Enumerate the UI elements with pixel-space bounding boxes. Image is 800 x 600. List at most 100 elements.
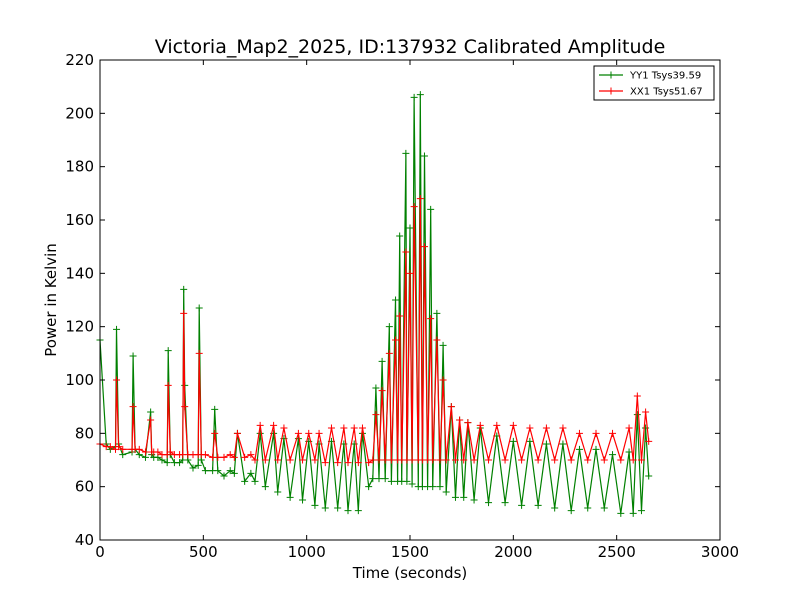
data-point-marker [226, 451, 234, 459]
data-point-marker [365, 483, 373, 491]
data-point-marker [135, 445, 143, 453]
y-tick-label: 60 [75, 478, 94, 496]
data-point-marker [385, 349, 393, 357]
data-point-marker [470, 456, 478, 464]
y-tick-label: 220 [65, 51, 94, 69]
data-point-marker [633, 392, 641, 400]
y-tick-label: 180 [65, 158, 94, 176]
data-point-marker [609, 429, 617, 437]
data-point-marker [180, 309, 188, 317]
data-point-marker [233, 429, 241, 437]
data-point-marker [372, 411, 380, 419]
data-point-marker [256, 421, 264, 429]
data-point-marker [311, 456, 319, 464]
data-point-marker [113, 325, 121, 333]
data-point-marker [420, 152, 428, 160]
data-point-marker [154, 448, 162, 456]
y-tick-label: 40 [75, 531, 94, 549]
legend-marker [607, 87, 615, 95]
data-point-marker [334, 504, 342, 512]
data-point-marker [305, 429, 313, 437]
series-2 [96, 195, 653, 467]
data-point-marker [584, 456, 592, 464]
data-point-marker [584, 504, 592, 512]
data-point-marker [609, 451, 617, 459]
data-point-marker [534, 501, 542, 509]
data-point-marker [406, 269, 414, 277]
data-point-marker [375, 456, 383, 464]
data-point-marker [436, 456, 444, 464]
data-point-marker [230, 469, 238, 477]
y-tick-label: 140 [65, 264, 94, 282]
data-point-marker [429, 483, 437, 491]
data-point-marker [286, 493, 294, 501]
data-point-marker [241, 453, 249, 461]
data-point-marker [164, 347, 172, 355]
data-point-marker [470, 496, 478, 504]
data-point-marker [436, 483, 444, 491]
data-point-marker [406, 224, 414, 232]
data-point-marker [375, 475, 383, 483]
data-point-marker [617, 509, 625, 517]
data-point-marker [526, 437, 534, 445]
data-point-marker [378, 387, 386, 395]
data-point-marker [442, 456, 450, 464]
data-point-marker [629, 509, 637, 517]
data-point-marker [600, 504, 608, 512]
data-point-marker [408, 456, 416, 464]
data-point-marker [256, 429, 264, 437]
data-point-marker [181, 403, 189, 411]
legend-marker [607, 71, 615, 79]
data-point-marker [129, 403, 137, 411]
data-point-marker [115, 443, 123, 451]
data-point-marker [311, 501, 319, 509]
data-point-marker [396, 232, 404, 240]
data-point-marker [625, 448, 633, 456]
data-point-marker [629, 456, 637, 464]
data-point-marker [387, 456, 395, 464]
data-point-marker [575, 445, 583, 453]
data-point-marker [299, 496, 307, 504]
legend-label: YY1 Tsys39.59 [629, 71, 701, 82]
data-point-marker [633, 411, 641, 419]
data-point-marker [211, 429, 219, 437]
series-line [99, 94, 650, 514]
data-point-marker [387, 477, 395, 485]
data-point-marker [274, 488, 282, 496]
data-point-marker [567, 456, 575, 464]
data-point-marker [592, 429, 600, 437]
data-point-marker [358, 424, 366, 432]
data-point-marker [442, 488, 450, 496]
data-point-marker [392, 296, 400, 304]
data-point-marker [518, 501, 526, 509]
data-point-marker [509, 437, 517, 445]
data-point-marker [247, 451, 255, 459]
y-tick-label: 100 [65, 371, 94, 389]
data-point-marker [625, 424, 633, 432]
data-point-marker [518, 456, 526, 464]
data-point-marker [365, 459, 373, 467]
data-point-marker [241, 477, 249, 485]
data-point-marker [321, 459, 329, 467]
data-point-marker [600, 456, 608, 464]
data-point-marker [230, 453, 238, 461]
data-point-marker [464, 419, 472, 427]
data-point-marker [220, 453, 228, 461]
data-point-marker [141, 448, 149, 456]
data-point-marker [226, 467, 234, 475]
x-tick-label: 1000 [288, 543, 326, 561]
data-point-marker [551, 456, 559, 464]
data-point-marker [645, 437, 653, 445]
data-point-marker [642, 424, 650, 432]
data-point-marker [420, 243, 428, 251]
data-point-marker [433, 309, 441, 317]
y-axis: 40 60 80 100 120 140 160 180 200 220 [65, 51, 720, 549]
data-point-marker [164, 381, 172, 389]
data-point-marker [460, 456, 468, 464]
data-point-marker [129, 352, 137, 360]
x-axis: 0 500 1000 1500 2000 2500 3000 [95, 60, 739, 561]
y-tick-label: 80 [75, 424, 94, 442]
data-point-marker [350, 424, 358, 432]
data-point-marker [427, 205, 435, 213]
